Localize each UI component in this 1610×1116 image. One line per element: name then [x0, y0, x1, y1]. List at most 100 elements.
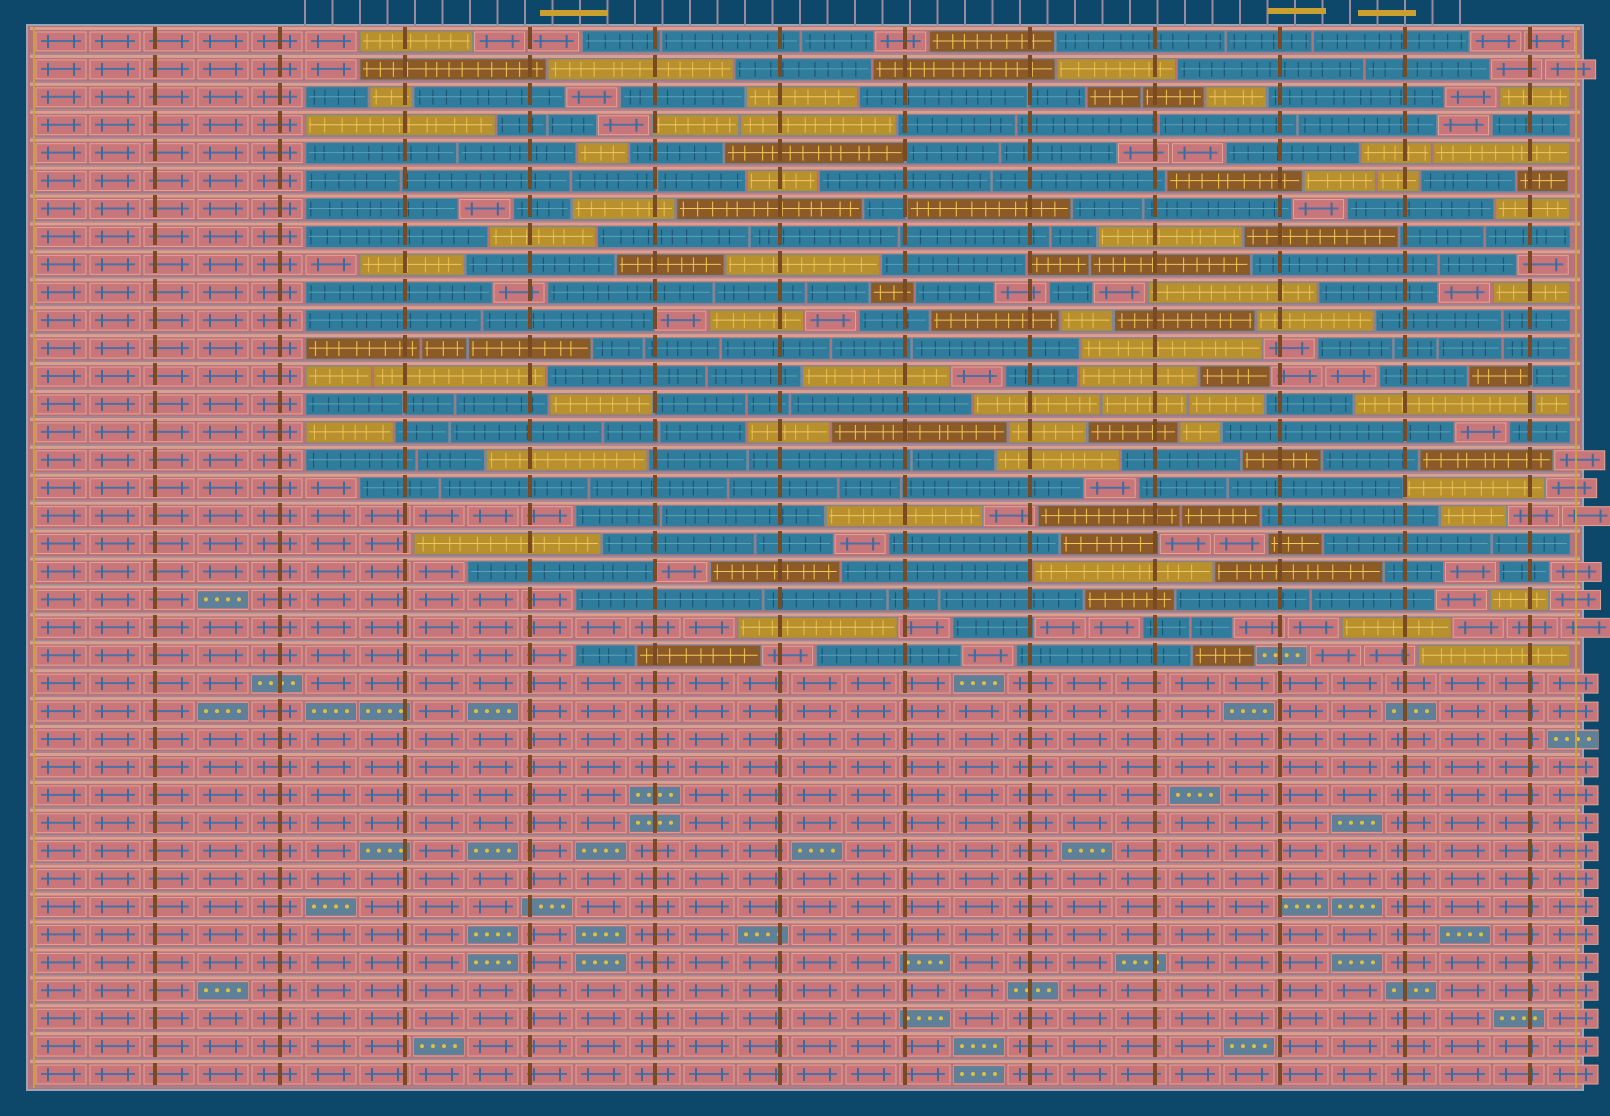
logic-block [1379, 365, 1468, 388]
tap-block [1386, 703, 1436, 721]
via-dot [604, 932, 608, 937]
power-rail [30, 501, 1580, 505]
power-rail [30, 54, 1580, 58]
via-dot [226, 709, 230, 714]
via-dot [507, 709, 511, 714]
power-rail [30, 557, 1580, 561]
power-rail [30, 222, 1580, 226]
logic-block [1322, 449, 1419, 472]
via-dot [755, 932, 759, 937]
tap-block [1008, 982, 1058, 1000]
tap-block [1332, 898, 1382, 916]
via-dot [388, 709, 392, 714]
via-dot [1079, 848, 1083, 853]
via-dot [345, 709, 349, 714]
power-rail [30, 780, 1580, 784]
logic-block [1214, 561, 1384, 583]
tap-block [306, 898, 356, 916]
logic-block [1114, 309, 1256, 332]
logic-block [1405, 421, 1455, 444]
power-rail [30, 836, 1580, 840]
via-dot [485, 960, 489, 965]
via-dot [226, 988, 230, 993]
via-dot [809, 848, 813, 853]
tap-block [360, 703, 410, 721]
via-dot [1101, 848, 1105, 853]
via-dot [1187, 792, 1191, 797]
via-dot [1036, 988, 1040, 993]
via-dot [744, 932, 748, 937]
logic-block [996, 449, 1121, 472]
via-dot [485, 932, 489, 937]
power-rail [30, 110, 1580, 114]
logic-block [1509, 421, 1571, 444]
via-dot [1414, 709, 1418, 714]
logic-block [859, 309, 930, 332]
logic-block [1080, 337, 1263, 360]
via-dot [237, 709, 241, 714]
power-rail [30, 389, 1580, 393]
via-dot [831, 848, 835, 853]
via-dot [1349, 960, 1353, 965]
via-dot [1133, 960, 1137, 965]
via-dot [1014, 988, 1018, 993]
via-dot [604, 960, 608, 965]
logic-block [1192, 644, 1255, 667]
power-rail [30, 250, 1580, 254]
via-dot [1446, 932, 1450, 937]
logic-block [450, 421, 603, 444]
via-dot [377, 848, 381, 853]
via-dot [237, 988, 241, 993]
via-dot [1349, 820, 1353, 825]
via-dot [1565, 736, 1569, 741]
tap-block [1440, 926, 1490, 944]
via-dot [496, 932, 500, 937]
via-dot [1295, 904, 1299, 909]
via-dot [1273, 653, 1278, 658]
via-dot [1263, 1044, 1267, 1049]
power-rail [30, 27, 1580, 30]
power-rail [30, 1004, 1580, 1008]
via-dot [399, 709, 403, 714]
via-dot [820, 848, 824, 853]
via-dot [658, 792, 662, 797]
power-rail [30, 641, 1580, 645]
logic-block [455, 393, 549, 416]
via-dot [312, 709, 316, 714]
via-dot [345, 904, 349, 909]
logic-block [1298, 114, 1437, 137]
via-dot [291, 681, 295, 686]
logic-block [747, 421, 831, 444]
power-rail [30, 613, 1580, 617]
via-dot [388, 848, 392, 853]
via-dot [647, 792, 651, 797]
logic-block [440, 477, 589, 500]
tap-block [900, 954, 950, 972]
power-rail [30, 752, 1580, 756]
via-dot [928, 960, 932, 965]
via-dot [1479, 932, 1483, 937]
logic-block [305, 337, 421, 360]
logic-block [1375, 309, 1502, 332]
tap-block [1224, 1038, 1274, 1056]
tap-block [198, 591, 248, 609]
logic-block [305, 309, 482, 332]
tap-block [198, 703, 248, 721]
logic-block [1498, 561, 1550, 583]
via-dot [960, 1044, 964, 1049]
via-dot [582, 932, 586, 937]
via-dot [669, 820, 673, 825]
via-dot [982, 681, 986, 686]
power-rail [30, 976, 1580, 980]
tap-block [1332, 814, 1382, 832]
logic-block [831, 337, 912, 360]
via-dot [917, 1016, 921, 1021]
via-dot [474, 932, 478, 937]
via-dot [539, 904, 543, 909]
tap-block [468, 842, 518, 860]
power-rail [30, 948, 1580, 952]
via-dot [1252, 709, 1256, 714]
via-dot [485, 848, 489, 853]
via-dot [507, 960, 511, 965]
